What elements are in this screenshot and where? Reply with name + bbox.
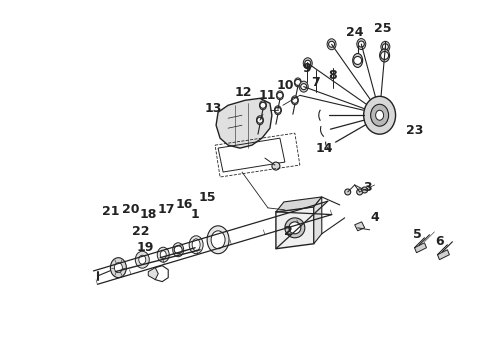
Text: 9: 9 (302, 62, 311, 75)
Text: 18: 18 (140, 208, 157, 221)
Ellipse shape (376, 110, 384, 120)
Text: 6: 6 (435, 235, 444, 248)
Ellipse shape (207, 226, 229, 254)
Text: 21: 21 (101, 205, 119, 219)
Text: 19: 19 (137, 241, 154, 254)
Ellipse shape (364, 96, 395, 134)
Text: 10: 10 (276, 79, 294, 92)
Circle shape (329, 41, 335, 47)
Polygon shape (355, 222, 365, 231)
Ellipse shape (211, 231, 225, 249)
Ellipse shape (172, 243, 184, 257)
Circle shape (295, 80, 301, 85)
Ellipse shape (299, 81, 308, 92)
Circle shape (354, 57, 362, 64)
Ellipse shape (292, 96, 298, 105)
Text: 7: 7 (312, 76, 320, 89)
Polygon shape (276, 207, 314, 249)
Text: 12: 12 (234, 86, 252, 99)
Ellipse shape (256, 116, 264, 125)
Text: 13: 13 (204, 102, 222, 115)
Circle shape (357, 189, 363, 195)
Ellipse shape (327, 39, 336, 50)
Ellipse shape (276, 91, 283, 100)
Text: 22: 22 (131, 225, 149, 238)
Ellipse shape (357, 39, 366, 50)
Ellipse shape (294, 78, 301, 87)
Ellipse shape (189, 236, 203, 254)
Text: 20: 20 (122, 203, 139, 216)
Text: 8: 8 (328, 69, 337, 82)
Ellipse shape (110, 258, 126, 278)
Circle shape (277, 92, 283, 98)
Text: 1: 1 (191, 208, 199, 221)
Ellipse shape (139, 255, 146, 264)
Circle shape (358, 41, 364, 47)
Text: 16: 16 (175, 198, 193, 211)
Text: 23: 23 (406, 124, 423, 137)
Ellipse shape (381, 41, 390, 52)
Circle shape (345, 189, 351, 195)
Text: 4: 4 (370, 211, 379, 224)
Ellipse shape (260, 101, 267, 110)
Text: 11: 11 (258, 89, 276, 102)
Polygon shape (438, 250, 449, 260)
Polygon shape (148, 268, 158, 280)
Ellipse shape (135, 251, 149, 268)
Ellipse shape (380, 49, 390, 62)
Ellipse shape (370, 104, 389, 126)
Polygon shape (314, 197, 322, 244)
Ellipse shape (274, 106, 281, 115)
Circle shape (381, 51, 389, 59)
Text: 17: 17 (157, 203, 175, 216)
Text: 3: 3 (364, 181, 372, 194)
Text: 15: 15 (198, 192, 216, 204)
Circle shape (289, 222, 301, 234)
Polygon shape (276, 197, 322, 212)
Circle shape (272, 162, 280, 170)
Text: 2: 2 (284, 225, 292, 238)
Circle shape (174, 246, 182, 254)
Text: 14: 14 (316, 141, 334, 155)
Circle shape (382, 44, 389, 50)
Ellipse shape (157, 247, 169, 262)
Polygon shape (415, 243, 426, 253)
Ellipse shape (160, 251, 166, 259)
Circle shape (362, 187, 368, 193)
Ellipse shape (303, 58, 312, 69)
Circle shape (275, 107, 281, 113)
Circle shape (285, 218, 305, 238)
Circle shape (257, 117, 263, 123)
Circle shape (301, 84, 307, 90)
Text: 24: 24 (346, 26, 364, 39)
Text: 25: 25 (374, 22, 392, 35)
Ellipse shape (114, 263, 122, 273)
Ellipse shape (353, 54, 363, 67)
Text: 5: 5 (413, 228, 422, 241)
Circle shape (260, 102, 266, 108)
Polygon shape (216, 98, 272, 148)
Circle shape (305, 60, 311, 66)
Ellipse shape (192, 239, 200, 251)
Circle shape (292, 97, 298, 103)
